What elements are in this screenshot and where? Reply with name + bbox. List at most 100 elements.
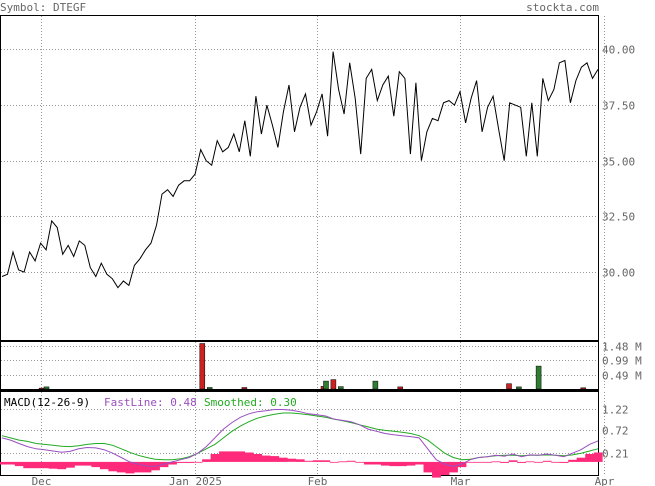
macd-histogram-bar <box>508 460 518 462</box>
macd-histogram-bar <box>321 460 331 462</box>
macd-tick-label: 0.21 <box>602 448 629 461</box>
macd-histogram-bar <box>338 461 348 463</box>
price-panel-frame <box>0 15 599 341</box>
macd-histogram-bar <box>185 461 194 463</box>
volume-bar <box>241 387 248 390</box>
volume-bar <box>330 379 337 390</box>
volume-bars <box>38 343 586 390</box>
volume-grid <box>1 346 598 376</box>
macd-histogram-bar <box>48 461 58 469</box>
volume-bar <box>580 387 586 390</box>
macd-histogram-bar <box>576 457 586 462</box>
macd-label: MACD(12-26-9) <box>4 396 90 409</box>
macd-axis-labels: 1.22 0.72 0.21 <box>602 404 629 461</box>
macd-panel-frame <box>0 391 599 476</box>
date-tick-label: Mar <box>451 475 471 486</box>
price-tick-label: 40.00 <box>602 44 635 57</box>
macd-histogram-bar <box>23 461 33 469</box>
macd-histogram-bar <box>253 454 263 462</box>
volume-bar <box>372 380 379 390</box>
volume-tick-label: 0.99 M <box>602 355 642 368</box>
volume-bar <box>323 380 329 390</box>
macd-histogram-bar <box>432 461 441 478</box>
macd-histogram-bar <box>261 455 271 462</box>
macd-histogram-bar <box>372 461 382 465</box>
macd-histogram-bar <box>287 458 297 462</box>
macd-histogram-bar <box>397 461 407 467</box>
volume-bar <box>206 387 213 390</box>
volume-bar <box>506 383 512 390</box>
macd-histogram-bar <box>244 452 254 462</box>
macd-histogram-bar <box>525 461 535 463</box>
macd-histogram-bar <box>65 461 75 468</box>
macd-histogram-bar <box>202 459 211 462</box>
macd-histogram-bar <box>219 451 228 462</box>
macd-histogram <box>0 451 603 478</box>
macd-histogram-bar <box>99 461 109 470</box>
macd-signal-line <box>1 412 599 461</box>
macd-histogram-bar <box>551 461 561 463</box>
volume-bar <box>43 386 50 390</box>
price-line <box>1 51 599 289</box>
macd-fastline-label: FastLine: 0.48 <box>104 396 197 409</box>
volume-panel-frame <box>0 341 599 391</box>
macd-histogram-bar <box>500 461 509 463</box>
macd-histogram-bar <box>466 461 475 463</box>
macd-tick-label: 1.22 <box>602 404 629 417</box>
date-tick-label: Feb <box>308 475 328 486</box>
volume-tick-label: 0.49 M <box>602 370 642 383</box>
price-grid <box>1 49 598 273</box>
volume-bar <box>516 386 522 390</box>
price-axis-labels: 40.00 37.50 35.00 32.50 30.00 <box>602 44 635 280</box>
macd-histogram-bar <box>363 461 373 465</box>
macd-histogram-bar <box>568 459 578 462</box>
macd-histogram-bar <box>168 461 177 465</box>
macd-histogram-bar <box>278 457 288 462</box>
macd-histogram-bar <box>134 461 143 473</box>
date-tick-label: Dec <box>32 475 52 486</box>
volume-bar <box>397 386 403 390</box>
macd-histogram-bar <box>346 460 356 462</box>
volume-bar <box>38 387 45 390</box>
macd-histogram-bar <box>108 461 118 472</box>
macd-histogram-bar <box>593 452 603 462</box>
date-tick-label: Apr <box>595 475 615 486</box>
macd-histogram-bar <box>559 461 569 463</box>
macd-histogram-bar <box>40 461 50 469</box>
date-tick-label: Jan 2025 <box>169 475 222 486</box>
volume-bar <box>199 343 206 390</box>
macd-histogram-bar <box>585 454 595 462</box>
macd-smoothed-label: Smoothed: 0.30 <box>204 396 297 409</box>
site-label: stockta.com <box>526 1 599 14</box>
macd-histogram-bar <box>125 461 135 474</box>
macd-histogram-bar <box>542 460 552 462</box>
macd-grid <box>1 409 598 454</box>
macd-histogram-bar <box>534 461 543 463</box>
price-tick-label: 32.50 <box>602 211 635 224</box>
macd-histogram-bar <box>380 461 390 466</box>
volume-bar <box>535 365 542 390</box>
macd-histogram-bar <box>355 461 365 463</box>
macd-histogram-bar <box>474 461 484 463</box>
price-tick-label: 37.50 <box>602 100 635 113</box>
volume-axis-labels: 1.48 M0.99 M 0.49 M <box>602 341 642 383</box>
macd-histogram-bar <box>31 461 41 469</box>
macd-histogram-bar <box>491 461 501 463</box>
macd-histogram-bar <box>236 451 245 462</box>
macd-histogram-bar <box>210 454 220 462</box>
macd-histogram-bar <box>449 461 458 473</box>
macd-histogram-bar <box>414 461 424 465</box>
macd-histogram-bar <box>389 461 399 467</box>
macd-histogram-bar <box>142 461 152 473</box>
macd-histogram-bar <box>423 461 433 473</box>
macd-histogram-bar <box>440 461 450 475</box>
macd-histogram-bar <box>483 461 492 463</box>
macd-fast-line <box>1 409 599 467</box>
macd-histogram-bar <box>295 459 305 462</box>
macd-histogram-bar <box>176 461 186 463</box>
price-tick-label: 30.00 <box>602 267 635 280</box>
macd-histogram-bar <box>57 461 67 470</box>
macd-histogram-bar <box>304 460 314 462</box>
